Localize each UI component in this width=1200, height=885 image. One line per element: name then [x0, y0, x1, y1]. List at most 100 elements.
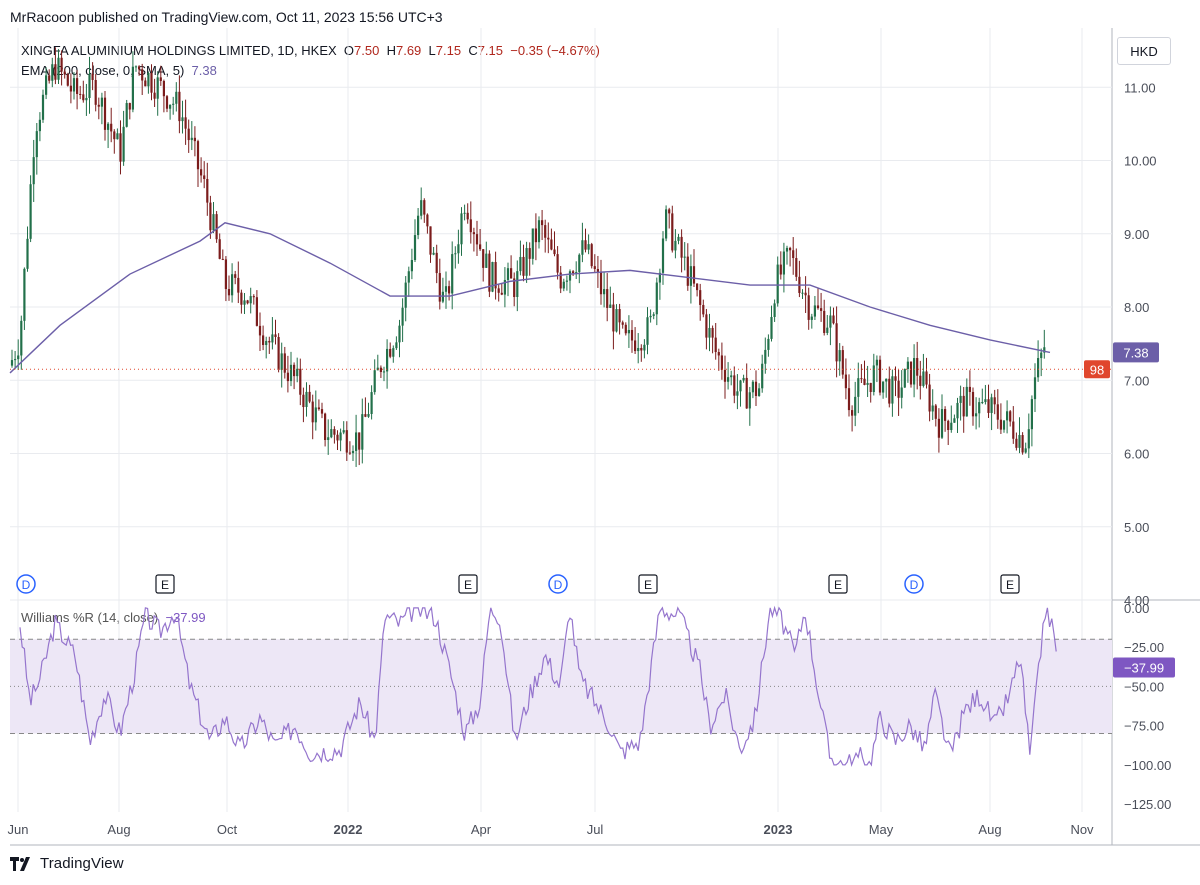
candle — [810, 313, 813, 329]
candle — [410, 248, 413, 280]
candle-body — [792, 250, 795, 259]
candle-body — [1040, 352, 1043, 359]
candle — [497, 283, 500, 302]
candle — [658, 268, 661, 300]
candle — [820, 292, 823, 322]
candle — [854, 381, 857, 427]
candle-body — [872, 365, 875, 393]
earnings-marker-label: E — [1006, 578, 1014, 592]
candle — [426, 213, 429, 234]
candle — [32, 139, 35, 202]
candle-body — [296, 368, 299, 377]
candle — [1018, 417, 1021, 454]
candle — [593, 254, 596, 273]
candle — [38, 112, 41, 142]
candle-body — [32, 157, 35, 185]
candle — [181, 100, 184, 134]
candle-body — [522, 256, 525, 276]
legend-ema-row: EMA (200, close, 0, SMA, 5) 7.38 — [21, 61, 600, 81]
candle-body — [658, 272, 661, 283]
candle-body — [423, 200, 426, 215]
candle-body — [370, 392, 373, 414]
candle — [438, 258, 441, 310]
candle-body — [441, 291, 444, 302]
candle — [720, 342, 723, 380]
price-tick-label: 11.00 — [1124, 80, 1156, 95]
candle — [404, 276, 407, 322]
candle — [469, 201, 472, 244]
candle — [971, 387, 975, 426]
candle-body — [785, 247, 789, 252]
currency-button[interactable]: HKD — [1117, 37, 1171, 65]
candle — [584, 228, 587, 253]
candle — [407, 266, 410, 297]
candle-body — [103, 97, 107, 130]
candle-body — [475, 234, 479, 245]
candle — [200, 157, 203, 183]
candle — [590, 242, 593, 269]
candle-body — [181, 117, 184, 122]
candle-body — [196, 141, 200, 170]
candle-body — [702, 304, 705, 315]
candle — [655, 277, 658, 326]
candle — [79, 85, 82, 100]
high-label: H — [386, 43, 396, 58]
candle — [544, 219, 547, 253]
candle-body — [717, 352, 720, 356]
candle-body — [1015, 438, 1018, 448]
candle — [392, 345, 395, 363]
candle-body — [745, 377, 748, 409]
candle — [807, 287, 810, 330]
candle-body — [937, 418, 940, 438]
candles-group — [10, 47, 1046, 467]
candle-body — [885, 378, 888, 382]
candle — [488, 250, 491, 298]
candle — [959, 385, 962, 421]
candle-body — [742, 377, 745, 381]
candle — [1030, 395, 1033, 447]
candle-body — [97, 104, 100, 107]
candle-body — [981, 401, 984, 403]
candle-body — [107, 123, 110, 130]
candle — [234, 270, 237, 285]
candle — [1033, 363, 1037, 413]
williams-badge: −37.99 — [1124, 661, 1164, 676]
candle — [804, 276, 807, 313]
legend-ohlc-row: XINGFA ALUMINIUM HOLDINGS LIMITED, 1D, H… — [21, 41, 600, 61]
candle-body — [779, 264, 782, 275]
candle-body — [389, 348, 392, 357]
candle-body — [1033, 377, 1037, 400]
candle — [779, 251, 782, 280]
candle-body — [283, 353, 286, 373]
candle — [528, 242, 531, 276]
candle — [863, 360, 866, 386]
candle — [209, 195, 212, 239]
candle-body — [528, 248, 531, 259]
candle-body — [299, 368, 302, 395]
candle — [435, 244, 438, 284]
candle-body — [624, 324, 627, 334]
candle-body — [823, 310, 826, 333]
candle — [317, 399, 320, 411]
candle-body — [451, 254, 454, 294]
candle-body — [373, 370, 376, 393]
candle — [125, 99, 128, 128]
candle — [398, 319, 401, 358]
candle-body — [996, 404, 999, 420]
candle — [993, 389, 996, 415]
candle-body — [519, 256, 522, 272]
candle-body — [565, 280, 568, 282]
candle — [1027, 413, 1030, 459]
candle — [26, 226, 29, 272]
candle — [789, 246, 792, 267]
candle — [97, 97, 100, 120]
candle — [913, 344, 916, 398]
candle-body — [460, 213, 463, 245]
candle — [572, 269, 575, 276]
footer-brand: TradingView — [10, 855, 124, 872]
candle-body — [851, 410, 854, 416]
candle — [110, 107, 113, 143]
candle-body — [668, 209, 671, 214]
publisher-line: MrRacoon published on TradingView.com, O… — [10, 9, 443, 25]
